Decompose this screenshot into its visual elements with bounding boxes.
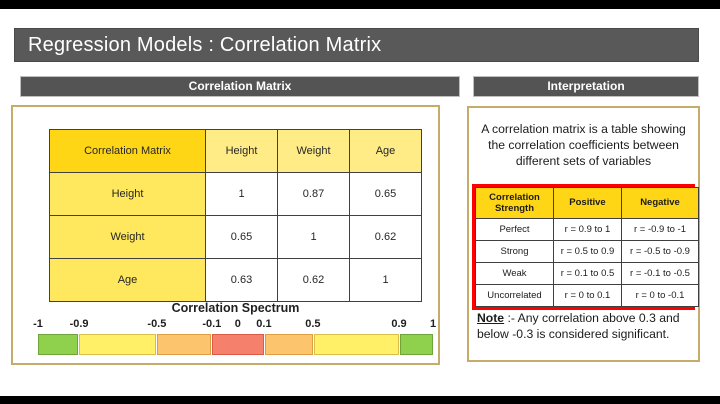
spectrum-segment-pos-perfect bbox=[399, 334, 433, 355]
matrix-cell: 0.62 bbox=[349, 215, 422, 259]
spectrum-tick: -0.5 bbox=[147, 318, 167, 330]
slide-title: Regression Models : Correlation Matrix bbox=[14, 28, 699, 62]
section-header-correlation-matrix: Correlation Matrix bbox=[20, 76, 460, 97]
interpretation-description: A correlation matrix is a table showing … bbox=[481, 122, 686, 169]
matrix-column-header: Weight bbox=[277, 129, 350, 173]
spectrum-tick: 1 bbox=[429, 318, 437, 330]
matrix-header-row: Correlation Matrix Height Weight Age bbox=[49, 129, 422, 173]
matrix-row-header: Age bbox=[49, 258, 206, 302]
spectrum-tick: 0.5 bbox=[305, 318, 321, 330]
strength-range-cell: r = -0.1 to -0.5 bbox=[621, 262, 699, 285]
spectrum-tick: 0.1 bbox=[256, 318, 272, 330]
spectrum-segment-near-zero bbox=[212, 334, 264, 355]
strength-column-header: Positive bbox=[553, 187, 622, 219]
strength-range-cell: r = 0.9 to 1 bbox=[553, 218, 622, 241]
strength-column-header: Correlation Strength bbox=[475, 187, 554, 219]
correlation-spectrum-bar bbox=[38, 334, 433, 355]
spectrum-segment-neg-strong bbox=[79, 334, 157, 355]
strength-range-cell: r = 0.5 to 0.9 bbox=[553, 240, 622, 263]
top-letterbox-bar bbox=[0, 0, 720, 9]
matrix-row: Weight 0.65 1 0.62 bbox=[49, 215, 422, 259]
spectrum-tick: 0 bbox=[234, 318, 241, 330]
spectrum-tick: -0.9 bbox=[69, 318, 89, 330]
correlation-strength-table-border: Correlation Strength Positive Negative Per… bbox=[472, 184, 699, 310]
matrix-cell: 0.65 bbox=[205, 215, 278, 259]
strength-range-cell: r = 0.1 to 0.5 bbox=[553, 262, 622, 285]
note-text: :- Any correlation above 0.3 and below -… bbox=[477, 311, 680, 341]
strength-label-cell: Uncorrelated bbox=[475, 284, 554, 307]
correlation-matrix-panel: Correlation Matrix Height Weight Age Height… bbox=[11, 105, 440, 365]
matrix-cell: 1 bbox=[205, 172, 278, 216]
matrix-column-header: Height bbox=[205, 129, 278, 173]
spectrum-tick-labels: -1 -0.9 -0.5 -0.1 0 0.1 0.5 0.9 1 bbox=[33, 318, 437, 332]
correlation-matrix-table: Correlation Matrix Height Weight Age Height… bbox=[49, 129, 422, 302]
spectrum-tick: -1 bbox=[33, 318, 43, 330]
strength-range-cell: r = 0 to 0.1 bbox=[553, 284, 622, 307]
matrix-row-header: Height bbox=[49, 172, 206, 216]
spectrum-segment-neg-weak bbox=[157, 334, 212, 355]
matrix-corner-header: Correlation Matrix bbox=[49, 129, 206, 173]
strength-column-header: Negative bbox=[621, 187, 699, 219]
bottom-letterbox-bar bbox=[0, 396, 720, 404]
strength-label-cell: Weak bbox=[475, 262, 554, 285]
strength-row: Strong r = 0.5 to 0.9 r = -0.5 to -0.9 bbox=[475, 240, 699, 263]
spectrum-title: Correlation Spectrum bbox=[171, 301, 300, 315]
matrix-cell: 0.62 bbox=[277, 258, 350, 302]
note-label: Note bbox=[477, 311, 505, 325]
matrix-row: Height 1 0.87 0.65 bbox=[49, 172, 422, 216]
correlation-strength-table: Correlation Strength Positive Negative Per… bbox=[475, 187, 699, 307]
section-header-interpretation: Interpretation bbox=[473, 76, 699, 97]
matrix-cell: 0.65 bbox=[349, 172, 422, 216]
strength-header-row: Correlation Strength Positive Negative bbox=[475, 187, 699, 219]
note: Note :- Any correlation above 0.3 and be… bbox=[477, 311, 689, 342]
strength-row: Uncorrelated r = 0 to 0.1 r = 0 to -0.1 bbox=[475, 284, 699, 307]
strength-label-cell: Strong bbox=[475, 240, 554, 263]
spectrum-segment-pos-strong bbox=[313, 334, 399, 355]
matrix-cell: 0.63 bbox=[205, 258, 278, 302]
strength-label-cell: Perfect bbox=[475, 218, 554, 241]
interpretation-panel: A correlation matrix is a table showing … bbox=[467, 106, 700, 362]
matrix-row: Age 0.63 0.62 1 bbox=[49, 258, 422, 302]
strength-range-cell: r = 0 to -0.1 bbox=[621, 284, 699, 307]
strength-range-cell: r = -0.9 to -1 bbox=[621, 218, 699, 241]
matrix-row-header: Weight bbox=[49, 215, 206, 259]
strength-row: Weak r = 0.1 to 0.5 r = -0.1 to -0.5 bbox=[475, 262, 699, 285]
spectrum-segment-neg-perfect bbox=[38, 334, 79, 355]
strength-range-cell: r = -0.5 to -0.9 bbox=[621, 240, 699, 263]
matrix-column-header: Age bbox=[349, 129, 422, 173]
matrix-cell: 1 bbox=[277, 215, 350, 259]
spectrum-segment-pos-weak bbox=[264, 334, 313, 355]
spectrum-tick: -0.1 bbox=[202, 318, 222, 330]
spectrum-tick: 0.9 bbox=[391, 318, 407, 330]
matrix-cell: 1 bbox=[349, 258, 422, 302]
matrix-cell: 0.87 bbox=[277, 172, 350, 216]
